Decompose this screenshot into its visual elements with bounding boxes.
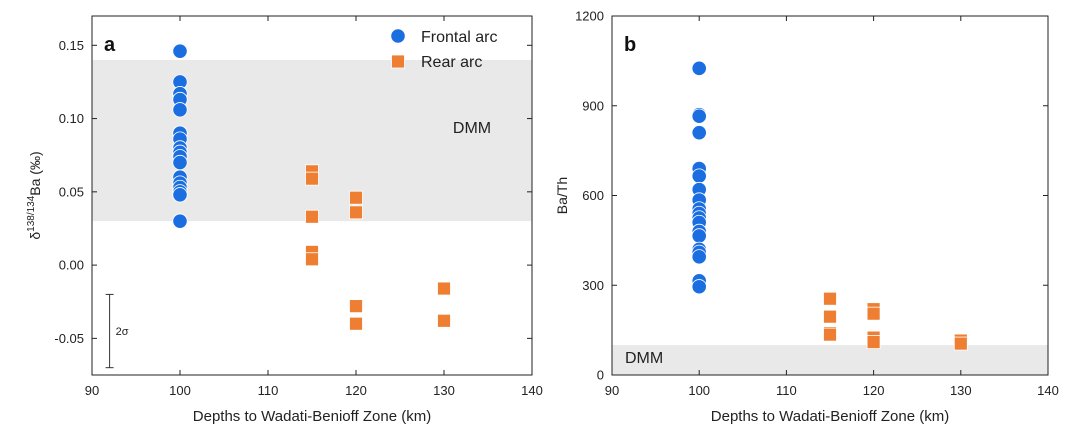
panel-a: DMM -0.05 0.00 0.05 0.10 0.15 90 100 110 120 130… bbox=[26, 15, 543, 425]
x-tick-label: 90 bbox=[605, 383, 619, 398]
y-tick-label: 1200 bbox=[575, 9, 604, 24]
panel-label-b: b bbox=[624, 34, 636, 56]
x-tick-label: 90 bbox=[85, 383, 99, 398]
dmm-label-a: DMM bbox=[453, 120, 491, 137]
x-tick-label: 100 bbox=[169, 383, 191, 398]
frontal-arc-point bbox=[172, 43, 188, 59]
rear-arc-point bbox=[305, 171, 319, 186]
rear-arc-point bbox=[823, 291, 837, 306]
frontal-arc-point bbox=[172, 187, 188, 203]
x-tick-label: 110 bbox=[258, 383, 279, 398]
x-tick-label: 140 bbox=[521, 383, 543, 398]
rear-arc-point bbox=[305, 209, 319, 224]
rear-arc-point bbox=[349, 190, 363, 205]
rear-arc-point bbox=[823, 309, 837, 324]
panel-label-a: a bbox=[104, 34, 116, 56]
y-tick-label: 0.05 bbox=[59, 184, 84, 199]
y-tick-label: 900 bbox=[582, 98, 604, 113]
y-label-sup: 138/134 bbox=[26, 195, 37, 232]
y-tick-label: 600 bbox=[582, 188, 604, 203]
rear-arc-point bbox=[866, 335, 881, 349]
frontal-arc-point bbox=[691, 168, 707, 184]
legend-label-frontal: Frontal arc bbox=[421, 29, 497, 46]
rear-arc-point bbox=[866, 306, 881, 321]
y-label-prefix: δ bbox=[27, 232, 43, 240]
x-axis-label-a: Depths to Wadati-Benioff Zone (km) bbox=[193, 408, 431, 425]
rear-arc-point bbox=[349, 316, 363, 331]
legend-marker-frontal bbox=[390, 28, 406, 44]
rear-arc-point bbox=[437, 281, 451, 296]
y-tick-label: 0.15 bbox=[59, 38, 84, 53]
x-axis-label-b: Depths to Wadati-Benioff Zone (km) bbox=[711, 408, 949, 425]
frontal-arc-point bbox=[691, 125, 707, 141]
frontal-arc-point bbox=[172, 154, 188, 171]
rear-arc-point bbox=[305, 252, 319, 267]
legend-label-rear: Rear arc bbox=[421, 54, 482, 71]
legend: Frontal arc Rear arc bbox=[390, 28, 497, 71]
frontal-arc-point bbox=[691, 279, 707, 295]
x-ticks-a: 90 100 110 120 130 140 bbox=[85, 16, 543, 398]
y-label-suffix: Ba (‰) bbox=[27, 151, 43, 195]
x-tick-label: 120 bbox=[345, 383, 367, 398]
dmm-band-b bbox=[612, 345, 1048, 375]
plot-frame-a bbox=[91, 15, 533, 376]
error-bar-2sigma bbox=[105, 293, 114, 369]
y-tick-label: 0.00 bbox=[59, 258, 84, 273]
y-ticks-a: -0.05 0.00 0.05 0.10 0.15 bbox=[54, 38, 532, 346]
rear-arc-point bbox=[349, 205, 363, 220]
legend-marker-rear bbox=[391, 54, 405, 69]
frontal-arc-point bbox=[691, 228, 707, 244]
data-points-b bbox=[691, 60, 968, 351]
x-tick-label: 100 bbox=[688, 383, 710, 398]
rear-arc-point bbox=[349, 299, 363, 314]
frontal-arc-point bbox=[172, 213, 188, 229]
rear-arc-point bbox=[437, 313, 451, 328]
y-tick-label: 0 bbox=[597, 368, 604, 383]
data-points-a bbox=[172, 43, 451, 331]
y-tick-label: 300 bbox=[582, 278, 604, 293]
frontal-arc-point bbox=[172, 102, 188, 118]
frontal-arc-point bbox=[691, 249, 707, 265]
frontal-arc-point bbox=[691, 60, 707, 76]
y-axis-label-b: Ba/Th bbox=[554, 177, 570, 214]
plot-frame-b bbox=[611, 15, 1049, 376]
dmm-label-b: DMM bbox=[625, 350, 663, 367]
frontal-arc-point bbox=[691, 108, 707, 124]
x-tick-label: 110 bbox=[776, 383, 797, 398]
x-tick-label: 130 bbox=[433, 383, 455, 398]
x-tick-label: 130 bbox=[950, 383, 972, 398]
y-tick-label: 0.10 bbox=[59, 111, 84, 126]
dmm-band-a bbox=[92, 59, 532, 222]
x-tick-label: 120 bbox=[863, 383, 885, 398]
panel-b: DMM 0 300 600 900 1200 90 100 110 120 130 140 b D… bbox=[554, 9, 1059, 426]
rear-arc-point bbox=[823, 327, 837, 342]
y-ticks-b: 0 300 600 900 1200 bbox=[575, 9, 1048, 383]
rear-arc-point bbox=[953, 336, 968, 351]
x-tick-label: 140 bbox=[1037, 383, 1059, 398]
error-bar-label: 2σ bbox=[116, 326, 129, 338]
y-tick-label: -0.05 bbox=[54, 331, 84, 346]
y-axis-label-a: δ138/134Ba (‰) bbox=[26, 151, 43, 239]
